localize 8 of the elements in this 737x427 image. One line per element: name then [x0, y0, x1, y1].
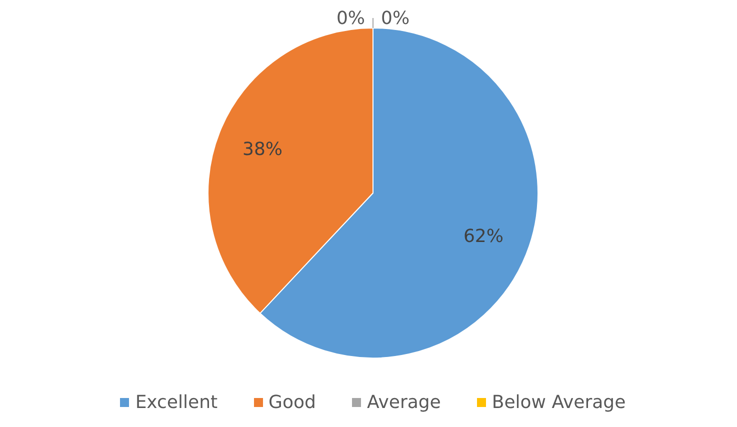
- legend-label: Average: [366, 392, 441, 413]
- text: 0%: [381, 8, 410, 29]
- legend-label: Good: [268, 392, 316, 413]
- data-label: 38%: [242, 138, 283, 160]
- legend-label: Below Average: [490, 392, 626, 413]
- legend-label: Excellent: [134, 392, 218, 413]
- data-label: 62%: [463, 226, 504, 248]
- text: 0%: [336, 8, 365, 29]
